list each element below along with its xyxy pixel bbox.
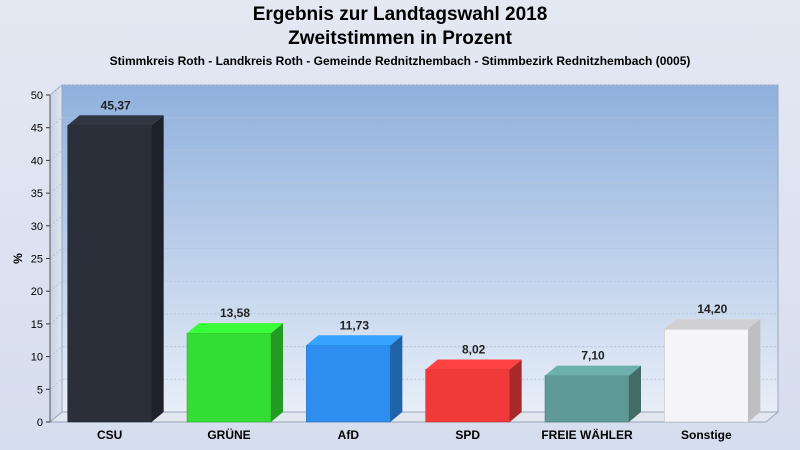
data-label: 8,02: [462, 343, 486, 357]
gridline: [49, 378, 778, 390]
y-tick-label: 20: [31, 286, 43, 298]
gridline: [49, 346, 778, 357]
bar-csu[interactable]: [67, 125, 152, 423]
bar-side: [629, 365, 641, 422]
y-tick-label: 5: [37, 384, 43, 396]
y-tick-label: 45: [31, 123, 43, 135]
bar-side: [509, 359, 522, 422]
bar-side: [748, 319, 761, 422]
bar-top: [67, 115, 164, 126]
gridline: [49, 84, 778, 96]
gridline: [49, 182, 778, 194]
gridline: [49, 280, 778, 292]
plot-side-wall: [49, 83, 63, 424]
gridline: [49, 149, 778, 161]
x-tick-label: AfD: [338, 428, 360, 442]
gridline: [49, 313, 778, 325]
x-tick-label: FREIE WÄHLER: [541, 427, 633, 442]
x-tick-label: SPD: [455, 428, 480, 442]
bar-gr-ne[interactable]: [186, 332, 272, 423]
bar-top: [545, 365, 641, 376]
data-label: 7,10: [581, 349, 605, 363]
data-label: 45,37: [101, 98, 131, 112]
y-tick-label: 10: [31, 352, 43, 364]
y-tick-label: 25: [31, 254, 43, 266]
y-tick-label: 40: [31, 155, 43, 167]
x-tick-label: CSU: [97, 428, 122, 442]
data-label: 11,73: [340, 318, 370, 332]
chart-caption: Stimmkreis Roth - Landkreis Roth - Gemei…: [109, 54, 691, 68]
data-label: 13,58: [220, 306, 250, 320]
bar-top: [425, 359, 522, 370]
y-tick-label: 35: [31, 188, 43, 200]
bar-side: [390, 335, 403, 422]
x-tick-label: Sonstige: [681, 428, 732, 442]
x-tick-label: GRÜNE: [207, 427, 250, 442]
bar-freie-w-hler[interactable]: [544, 375, 630, 423]
gridline: [49, 117, 778, 129]
bar-sonstige[interactable]: [664, 328, 749, 423]
chart-title: Ergebnis zur Landtagswahl 2018: [252, 4, 548, 25]
bar-side: [271, 323, 283, 422]
data-label: 14,20: [697, 302, 727, 316]
gridline: [49, 215, 778, 227]
bar-top: [306, 335, 403, 346]
gridline: [49, 248, 778, 259]
y-tick-label: 30: [31, 221, 43, 233]
bar-spd[interactable]: [425, 369, 510, 423]
y-tick-label: 15: [31, 319, 43, 331]
bar-top: [187, 323, 283, 334]
bar-top: [664, 319, 761, 330]
chart-subtitle: Zweitstimmen in Prozent: [288, 28, 512, 49]
y-tick-label: 0: [37, 417, 43, 429]
y-axis-label: %: [11, 253, 25, 264]
y-tick-label: 50: [31, 90, 43, 102]
bar-side: [151, 115, 164, 422]
bar-afd[interactable]: [306, 345, 391, 423]
